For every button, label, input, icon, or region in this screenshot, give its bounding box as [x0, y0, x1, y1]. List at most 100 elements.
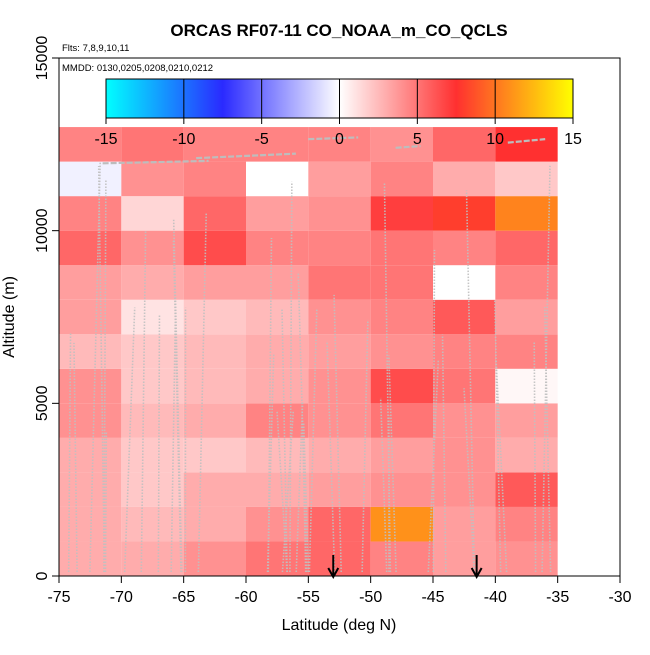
colorbar-tick-label: -15 [94, 131, 117, 148]
heatmap-cell [371, 127, 433, 162]
heatmap-cell [371, 507, 433, 542]
x-tick-label: -75 [47, 589, 70, 606]
heatmap-cell [121, 472, 183, 507]
heatmap-cell [495, 265, 557, 300]
x-axis: -75-70-65-60-55-50-45-40-35-30 [47, 576, 631, 606]
heatmap-cell [184, 334, 246, 369]
heatmap-cell [59, 369, 121, 404]
x-tick-label: -35 [546, 589, 569, 606]
heatmap-cell [371, 231, 433, 266]
heatmap-cell [495, 403, 557, 438]
heatmap-cell [495, 438, 557, 473]
heatmap-cell [59, 438, 121, 473]
heatmap-cell [59, 162, 121, 197]
heatmap-cell [184, 541, 246, 576]
heatmap-cell [308, 507, 370, 542]
heatmap-cell [495, 334, 557, 369]
colorbar-tick-label: 5 [413, 131, 422, 148]
heatmap-cell [371, 300, 433, 335]
heatmap-cell [184, 438, 246, 473]
heatmap-cell [121, 162, 183, 197]
heatmap-cell [371, 541, 433, 576]
heatmap-cell [371, 265, 433, 300]
heatmap-cell [246, 162, 308, 197]
heatmap-cell [308, 265, 370, 300]
heatmap-cell [371, 196, 433, 231]
heatmap-cell [59, 300, 121, 335]
heatmap-cell [121, 507, 183, 542]
heatmap-cell [371, 369, 433, 404]
y-axis-label: Altitude (m) [1, 276, 18, 358]
x-tick-label: -30 [608, 589, 631, 606]
colorbar-tick-label: 15 [564, 131, 582, 148]
heatmap-cell [371, 162, 433, 197]
x-tick-label: -45 [421, 589, 444, 606]
heatmap-cell [308, 403, 370, 438]
heatmap-cell [184, 265, 246, 300]
x-tick-label: -70 [110, 589, 133, 606]
heatmap-cell [184, 231, 246, 266]
heatmap-cell [308, 300, 370, 335]
heatmap-cell [246, 541, 308, 576]
heatmap-cell [495, 196, 557, 231]
heatmap-cell [246, 369, 308, 404]
heatmap-cell [433, 472, 495, 507]
heatmap-cell [59, 265, 121, 300]
heatmap-cell [59, 334, 121, 369]
heatmap-cell [495, 507, 557, 542]
heatmap-cell [184, 369, 246, 404]
heatmap-cell [308, 334, 370, 369]
heatmap-cell [246, 196, 308, 231]
heatmap-cell [308, 162, 370, 197]
colorbar-tick-label: -5 [255, 131, 269, 148]
heatmap-cell [246, 403, 308, 438]
heatmap-cell [184, 507, 246, 542]
heatmap-cell [495, 127, 557, 162]
heatmap-cell [121, 541, 183, 576]
heatmap-cell [371, 403, 433, 438]
heatmap-cell [246, 231, 308, 266]
heatmap-cell [184, 403, 246, 438]
heatmap-cell [184, 300, 246, 335]
heatmap-cell [308, 231, 370, 266]
heatmap-cell [308, 196, 370, 231]
heatmap-cell [184, 196, 246, 231]
heatmap-cell [371, 334, 433, 369]
heatmap-cell [59, 403, 121, 438]
heatmap-cell [308, 369, 370, 404]
heatmap-cell [59, 472, 121, 507]
colorbar-tick-label: 0 [335, 131, 344, 148]
heatmap-cell [246, 334, 308, 369]
heatmap-cell [495, 369, 557, 404]
x-tick-label: -40 [484, 589, 507, 606]
heatmap-cell [433, 265, 495, 300]
chart-title: ORCAS RF07-11 CO_NOAA_m_CO_QCLS [170, 21, 507, 40]
heatmap-cell [433, 541, 495, 576]
heatmap-cells [59, 127, 558, 576]
heatmap-cell [59, 196, 121, 231]
heatmap-cell [59, 231, 121, 266]
colorbar-tick-label: 10 [486, 131, 504, 148]
colorbar-tick-label: -10 [172, 131, 195, 148]
heatmap-cell [495, 162, 557, 197]
heatmap-cell [433, 231, 495, 266]
x-tick-label: -55 [297, 589, 320, 606]
heatmap-cell [121, 265, 183, 300]
heatmap-cell [433, 438, 495, 473]
heatmap-cell [371, 472, 433, 507]
y-tick-label: 5000 [34, 385, 51, 421]
heatmap-cell [495, 300, 557, 335]
heatmap-cell [433, 300, 495, 335]
dates-annotation: MMDD: 0130,0205,0208,0210,0212 [62, 63, 213, 74]
heatmap-cell [308, 541, 370, 576]
heatmap-cell [121, 196, 183, 231]
heatmap-cell [246, 265, 308, 300]
x-tick-label: -65 [172, 589, 195, 606]
heatmap-cell [246, 438, 308, 473]
x-axis-label: Latitude (deg N) [282, 617, 397, 634]
heatmap-cell [433, 403, 495, 438]
heatmap-cell [121, 438, 183, 473]
